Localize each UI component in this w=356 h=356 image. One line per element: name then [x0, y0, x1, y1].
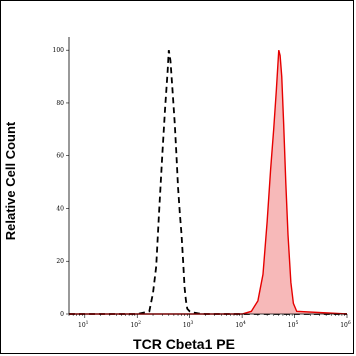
- y-tick-label: 100: [53, 47, 65, 54]
- y-tick-label: 40: [56, 205, 64, 212]
- y-tick-label: 20: [56, 258, 64, 265]
- x-tick-label: 104: [235, 320, 246, 329]
- x-tick-label: 105: [288, 320, 299, 329]
- series-1-fill: [69, 50, 347, 314]
- x-axis-label: TCR Cbeta1 PE: [133, 336, 235, 352]
- x-tick-label: 101: [78, 320, 89, 329]
- ticks-layer: 0 20 40 60 80 100 101 102 103 104 105 106: [53, 47, 351, 329]
- series-1-line: [69, 50, 348, 315]
- series-layer: [69, 50, 348, 315]
- series-0-line: [69, 50, 347, 315]
- y-tick-label: 60: [56, 153, 64, 160]
- y-axis-label: Relative Cell Count: [3, 121, 18, 240]
- x-tick-label: 102: [130, 320, 141, 329]
- x-tick-label: 103: [183, 320, 194, 329]
- x-tick-label: 106: [340, 320, 351, 329]
- y-tick-label: 0: [60, 311, 64, 318]
- y-tick-label: 80: [56, 100, 64, 107]
